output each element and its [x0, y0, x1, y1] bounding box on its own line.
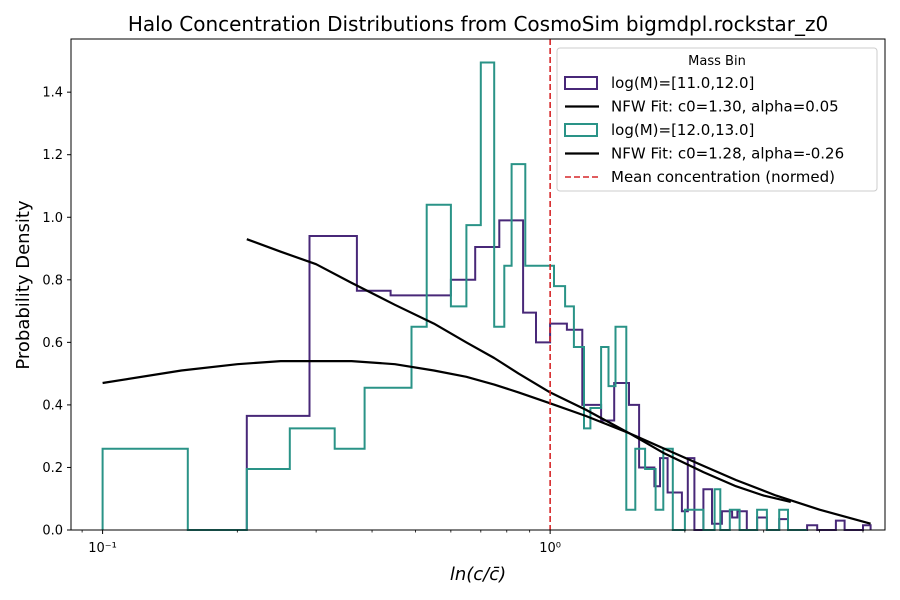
fit-line-1	[102, 360, 871, 525]
y-tick-label: 1.4	[42, 86, 63, 101]
legend-title: Mass Bin	[688, 54, 746, 69]
y-axis-label: Probability Density	[13, 200, 34, 370]
legend-label: NFW Fit: c0=1.30, alpha=0.05	[611, 98, 839, 116]
axes: 0.0 0.2 0.4 0.6 0.8 1.0 1.2 1.4 10⁻¹ 10⁰	[42, 38, 886, 556]
x-tick-label: 10⁻¹	[88, 541, 117, 556]
axes-frame	[70, 38, 886, 531]
x-axis-label: ln(c/c̄)	[450, 564, 506, 585]
legend: Mass Bin log(M)=[11.0,12.0] NFW Fit: c0=1.…	[556, 47, 878, 192]
legend-label: NFW Fit: c0=1.28, alpha=-0.26	[611, 145, 844, 163]
y-tick-label: 0.4	[42, 398, 63, 413]
y-tick-label: 0.6	[42, 336, 63, 351]
y-tick-label: 0.2	[42, 461, 63, 476]
fit-line-2	[246, 238, 792, 503]
x-tick-label: 10⁰	[539, 541, 561, 556]
y-tick-label: 0.0	[42, 524, 63, 539]
legend-box	[556, 47, 878, 192]
legend-label: Mean concentration (normed)	[611, 168, 835, 186]
legend-label: log(M)=[11.0,12.0]	[611, 74, 754, 92]
chart-title: Halo Concentration Distributions from Co…	[128, 12, 828, 36]
legend-swatch	[564, 123, 598, 137]
y-tick-label: 1.0	[42, 211, 63, 226]
plot-area	[101, 39, 872, 531]
legend-label: log(M)=[12.0,13.0]	[611, 121, 754, 139]
legend-swatch	[564, 76, 598, 90]
y-tick-label: 0.8	[42, 273, 63, 288]
y-tick-label: 1.2	[42, 148, 63, 163]
